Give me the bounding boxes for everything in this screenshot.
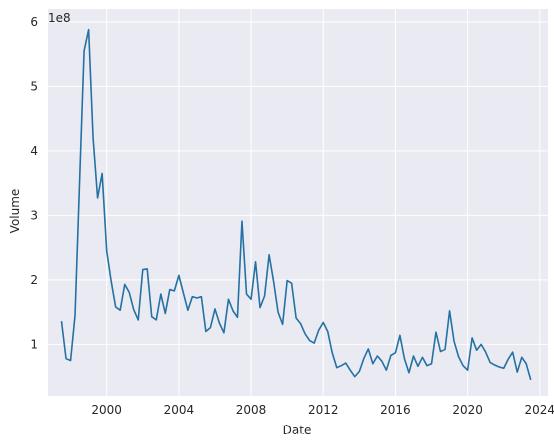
- y-offset-label: 1e8: [48, 11, 71, 25]
- y-tick-label: 2: [30, 273, 38, 287]
- x-tick-labels: 2000 2004 2008 2012 2016 2020 2024: [91, 403, 554, 417]
- y-tick-label: 1: [30, 337, 38, 351]
- grid-lines: [48, 9, 548, 396]
- x-tick-label: 2016: [380, 403, 411, 417]
- x-axis-label: Date: [283, 423, 312, 437]
- series-layer: [60, 28, 532, 381]
- y-tick-label: 5: [30, 79, 38, 93]
- y-tick-label: 4: [30, 144, 38, 158]
- x-tick-label: 2000: [91, 403, 122, 417]
- x-tick-label: 2004: [164, 403, 195, 417]
- watermark-sub-text: mostaql.com: [246, 431, 304, 441]
- y-tick-labels: 1 2 3 4 5 6: [30, 15, 38, 351]
- x-tick-label: 2020: [452, 403, 483, 417]
- x-tick-label: 2008: [236, 403, 267, 417]
- x-tick-label: 2024: [525, 403, 554, 417]
- y-tick-label: 3: [30, 208, 38, 222]
- watermark: مستقل mostaql.com: [246, 411, 305, 441]
- plot-background: [48, 9, 548, 396]
- y-tick-label: 6: [30, 15, 38, 29]
- watermark-main-text: مستقل: [246, 411, 305, 430]
- y-axis-label: Volume: [8, 189, 22, 234]
- x-tick-label: 2012: [308, 403, 339, 417]
- series-line-volume: [60, 28, 532, 381]
